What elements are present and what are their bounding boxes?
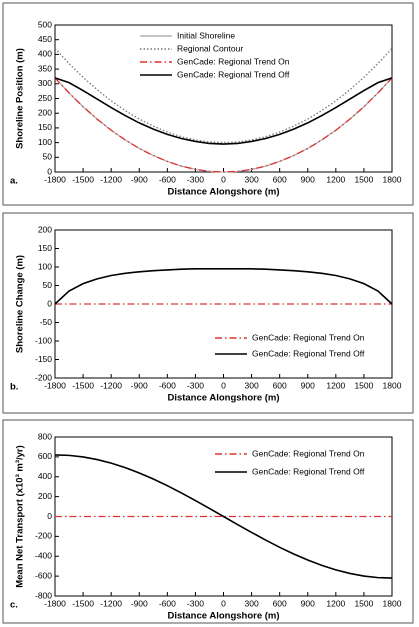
y-tick-label: -800 <box>35 590 52 600</box>
legend-label: GenCade: Regional Trend On <box>252 332 365 342</box>
x-axis-label: Distance Alongshore (m) <box>167 187 279 198</box>
y-tick-label: 600 <box>38 451 52 461</box>
y-tick-label: 500 <box>38 19 52 29</box>
y-tick-label: -100 <box>35 335 52 345</box>
x-tick-label: 900 <box>301 174 315 184</box>
y-tick-label: 450 <box>38 34 52 44</box>
legend-label: Initial Shoreline <box>177 30 235 40</box>
x-tick-label: -900 <box>131 598 148 608</box>
x-tick-label: -900 <box>131 380 148 390</box>
y-axis-label: Shoreline Change (m) <box>15 255 26 353</box>
series-line <box>54 77 393 173</box>
x-tick-label: -600 <box>159 380 176 390</box>
y-tick-label: 400 <box>38 49 52 59</box>
y-tick-label: 50 <box>43 152 53 162</box>
panel-frame <box>2 212 414 414</box>
x-tick-label: 1200 <box>326 174 345 184</box>
y-tick-label: -150 <box>35 354 52 364</box>
legend-label: GenCade: Regional Trend On <box>252 448 365 458</box>
y-tick-label: 350 <box>38 63 52 73</box>
y-tick-label: 200 <box>38 224 52 234</box>
x-tick-label: -1200 <box>100 380 122 390</box>
y-tick-label: -200 <box>35 372 52 382</box>
panel-frame <box>2 2 414 206</box>
y-tick-label: -400 <box>35 551 52 561</box>
x-tick-label: 0 <box>221 174 226 184</box>
series-line <box>54 268 393 305</box>
x-tick-label: 1800 <box>383 174 402 184</box>
x-tick-label: -1200 <box>100 174 122 184</box>
x-tick-label: 600 <box>273 598 287 608</box>
y-tick-label: 200 <box>38 491 52 501</box>
panel-label: b. <box>10 382 18 393</box>
legend-label: GenCade: Regional Trend Off <box>252 466 365 476</box>
legend-label: GenCade: Regional Trend Off <box>252 348 365 358</box>
y-tick-label: 100 <box>38 137 52 147</box>
x-tick-label: 300 <box>244 174 258 184</box>
y-tick-label: 400 <box>38 471 52 481</box>
y-axis-label: Shoreline Position (m) <box>15 48 26 149</box>
x-tick-label: 1200 <box>326 598 345 608</box>
x-tick-label: 0 <box>221 380 226 390</box>
y-tick-label: 150 <box>38 243 52 253</box>
y-tick-label: 50 <box>43 280 53 290</box>
x-tick-label: 1500 <box>354 174 373 184</box>
panel-label: a. <box>10 176 18 187</box>
x-tick-label: -1500 <box>72 598 94 608</box>
x-tick-label: -300 <box>187 174 204 184</box>
x-tick-label: -1200 <box>100 598 122 608</box>
x-tick-label: -600 <box>159 598 176 608</box>
x-tick-label: 900 <box>301 598 315 608</box>
y-tick-label: -600 <box>35 570 52 580</box>
x-tick-label: -900 <box>131 174 148 184</box>
x-tick-label: 1800 <box>383 380 402 390</box>
x-tick-label: 1200 <box>326 380 345 390</box>
y-tick-label: 100 <box>38 261 52 271</box>
legend-label: GenCade: Regional Trend On <box>177 56 290 66</box>
panel-label: c. <box>10 600 18 611</box>
series-line <box>54 454 393 579</box>
y-tick-label: 0 <box>47 166 52 176</box>
x-tick-label: 300 <box>244 598 258 608</box>
x-tick-label: 1800 <box>383 598 402 608</box>
x-tick-label: 900 <box>301 380 315 390</box>
y-tick-label: 0 <box>47 511 52 521</box>
legend-label: GenCade: Regional Trend Off <box>177 69 290 79</box>
y-tick-label: 300 <box>38 78 52 88</box>
x-tick-label: -300 <box>187 380 204 390</box>
x-tick-label: 1500 <box>354 380 373 390</box>
y-axis-label: Mean Net Transport (x10³ m³/yr) <box>15 445 26 588</box>
x-tick-label: -1800 <box>44 598 66 608</box>
y-tick-label: 250 <box>38 93 52 103</box>
y-tick-label: 800 <box>38 431 52 441</box>
x-tick-label: -600 <box>159 174 176 184</box>
x-tick-label: 600 <box>273 174 287 184</box>
x-tick-label: -1500 <box>72 174 94 184</box>
y-tick-label: 200 <box>38 107 52 117</box>
x-tick-label: -1800 <box>44 174 66 184</box>
x-axis-label: Distance Alongshore (m) <box>167 393 279 404</box>
x-tick-label: -300 <box>187 598 204 608</box>
series-line <box>54 77 393 145</box>
y-tick-label: -200 <box>35 531 52 541</box>
y-tick-label: 150 <box>38 122 52 132</box>
panel-frame <box>2 419 414 624</box>
x-tick-label: 0 <box>221 598 226 608</box>
x-tick-label: 600 <box>273 380 287 390</box>
x-tick-label: -1800 <box>44 380 66 390</box>
x-axis-label: Distance Alongshore (m) <box>167 611 279 622</box>
y-tick-label: 0 <box>47 298 52 308</box>
y-tick-label: -50 <box>40 317 53 327</box>
x-tick-label: 1500 <box>354 598 373 608</box>
legend-label: Regional Contour <box>177 43 243 53</box>
x-tick-label: -1500 <box>72 380 94 390</box>
x-tick-label: 300 <box>244 380 258 390</box>
